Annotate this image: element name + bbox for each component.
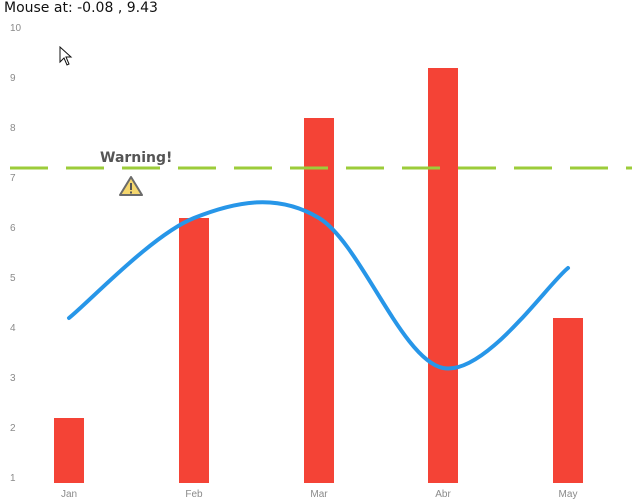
arrow-pointer-icon (59, 46, 73, 66)
mouse-y-value: 9.43 (126, 0, 158, 16)
mouse-separator: , (117, 0, 123, 16)
mouse-x-value: -0.08 (77, 0, 114, 16)
y-tick-label: 7 (10, 173, 16, 184)
line-series[interactable] (67, 200, 570, 371)
bar[interactable] (179, 218, 209, 483)
y-tick-label: 5 (10, 273, 16, 284)
bar[interactable] (54, 418, 84, 483)
mouse-label: Mouse at: (4, 0, 73, 16)
x-tick-label: Abr (435, 489, 451, 500)
bar-series[interactable] (54, 68, 583, 483)
y-tick-label: 8 (10, 123, 16, 134)
y-tick-label: 1 (10, 473, 16, 484)
y-tick-label: 4 (10, 323, 16, 334)
y-tick-label: 10 (10, 23, 22, 34)
x-tick-label: Jan (61, 489, 77, 500)
mouse-coordinates-readout: Mouse at: -0.08 , 9.43 (4, 0, 158, 16)
threshold-label: Warning! (100, 150, 172, 166)
x-tick-label: May (559, 489, 578, 500)
y-tick-label: 3 (10, 373, 16, 384)
bar[interactable] (553, 318, 583, 483)
y-tick-label: 6 (10, 223, 16, 234)
y-tick-label: 9 (10, 73, 16, 84)
y-tick-label: 2 (10, 423, 16, 434)
bar[interactable] (428, 68, 458, 483)
warning-triangle-icon (119, 176, 143, 196)
x-tick-label: Feb (185, 489, 203, 500)
y-axis: 1 2 3 4 5 6 7 8 9 10 (10, 23, 22, 484)
x-tick-label: Mar (310, 489, 328, 500)
x-axis: Jan Feb Mar Abr May (61, 489, 578, 500)
bar[interactable] (304, 118, 334, 483)
